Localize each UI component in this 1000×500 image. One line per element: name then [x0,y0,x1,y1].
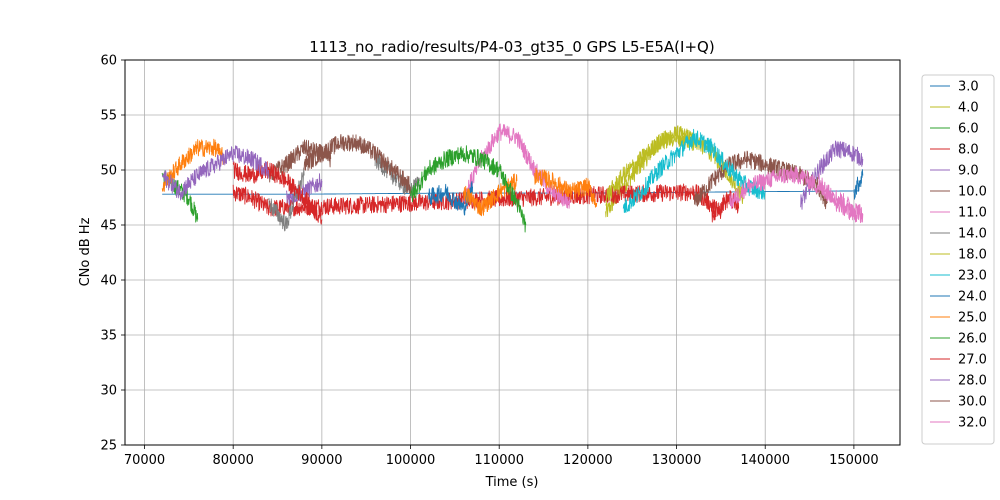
legend-item: 30.0 [930,395,987,410]
series-line [285,173,323,206]
y-tick-label: 60 [100,54,117,69]
y-tick-label: 30 [100,384,117,399]
series-line [853,169,864,200]
y-axis-label: CNo dB Hz [78,217,93,286]
legend-item: 6.0 [930,122,979,137]
legend-label: 18.0 [958,248,987,263]
legend-label: 11.0 [958,206,987,221]
y-tick-label: 35 [100,329,117,344]
series-8.0 [232,183,722,220]
legend-item: 4.0 [930,101,979,116]
x-tick-label: 100000 [386,453,436,468]
legend-item: 27.0 [930,353,987,368]
x-tick-label: 150000 [829,453,879,468]
series-line [268,167,305,232]
legend-label: 3.0 [958,80,979,95]
legend-label: 6.0 [958,122,979,137]
y-tick-label: 45 [100,219,117,234]
legend-label: 14.0 [958,227,987,242]
legend-label: 10.0 [958,185,987,200]
plot-area-frame [124,59,901,446]
legend-label: 25.0 [958,311,987,326]
series-line [693,150,828,210]
series-line [729,166,864,223]
legend-label: 28.0 [958,374,987,389]
y-tick-label: 40 [100,274,117,289]
legend-item: 25.0 [930,311,987,326]
legend-label: 4.0 [958,101,979,116]
legend-item: 11.0 [930,206,987,221]
series-line [303,133,411,194]
legend-box [921,74,995,445]
legend-item: 23.0 [930,269,987,284]
series-line [232,183,722,220]
series-30.0 [303,133,411,194]
y-tick-label: 25 [100,439,117,454]
legend-item: 26.0 [930,332,987,347]
series-line [427,181,474,216]
y-axis: 25 30 35 40 45 50 55 60 [100,54,125,454]
legend-item: 24.0 [930,290,987,305]
legend: 3.0 4.0 6.0 8.0 9.0 10.0 11.0 14.0 18.0 23.0 24.0 2… [921,74,995,445]
legend-label: 9.0 [958,164,979,179]
y-tick-label: 50 [100,164,117,179]
series-24.0 [427,169,864,216]
legend-item: 18.0 [930,248,987,263]
legend-label: 30.0 [958,395,987,410]
series-32.0 [729,166,864,223]
legend-label: 23.0 [958,269,987,284]
legend-label: 8.0 [958,143,979,158]
series-line [463,173,518,217]
series-line [161,138,225,192]
series-line [410,145,527,233]
series-line [534,167,598,208]
x-tick-label: 130000 [652,453,702,468]
series-line [605,129,695,206]
x-tick-label: 80000 [213,453,254,468]
series-line [622,128,766,213]
legend-item: 14.0 [930,227,987,242]
series-23.0 [622,128,766,213]
legend-item: 3.0 [930,80,979,95]
legend-item: 9.0 [930,164,979,179]
legend-item: 10.0 [930,185,987,200]
x-axis-label: Time (s) [485,475,539,490]
series-25.0 [161,138,598,217]
x-tick-label: 120000 [563,453,613,468]
series-layer [161,123,864,233]
x-tick-label: 110000 [474,453,524,468]
series-line [232,161,323,225]
chart-title: 1113_no_radio/results/P4-03_gt35_0 GPS L… [309,38,714,57]
y-tick-label: 55 [100,109,117,124]
series-line [161,145,270,201]
series-18.0 [605,129,695,206]
legend-item: 28.0 [930,374,987,389]
x-tick-label: 90000 [301,453,342,468]
x-tick-label: 140000 [740,453,790,468]
x-axis: 70000 80000 90000 100000 110000 120000 130000 1… [124,445,879,468]
legend-label: 24.0 [958,290,987,305]
legend-label: 32.0 [958,416,987,431]
series-28.0 [161,145,270,201]
legend-item: 32.0 [930,416,987,431]
series-26.0 [410,145,527,233]
legend-label: 27.0 [958,353,987,368]
x-tick-label: 70000 [124,453,165,468]
legend-label: 26.0 [958,332,987,347]
legend-item: 8.0 [930,143,979,158]
